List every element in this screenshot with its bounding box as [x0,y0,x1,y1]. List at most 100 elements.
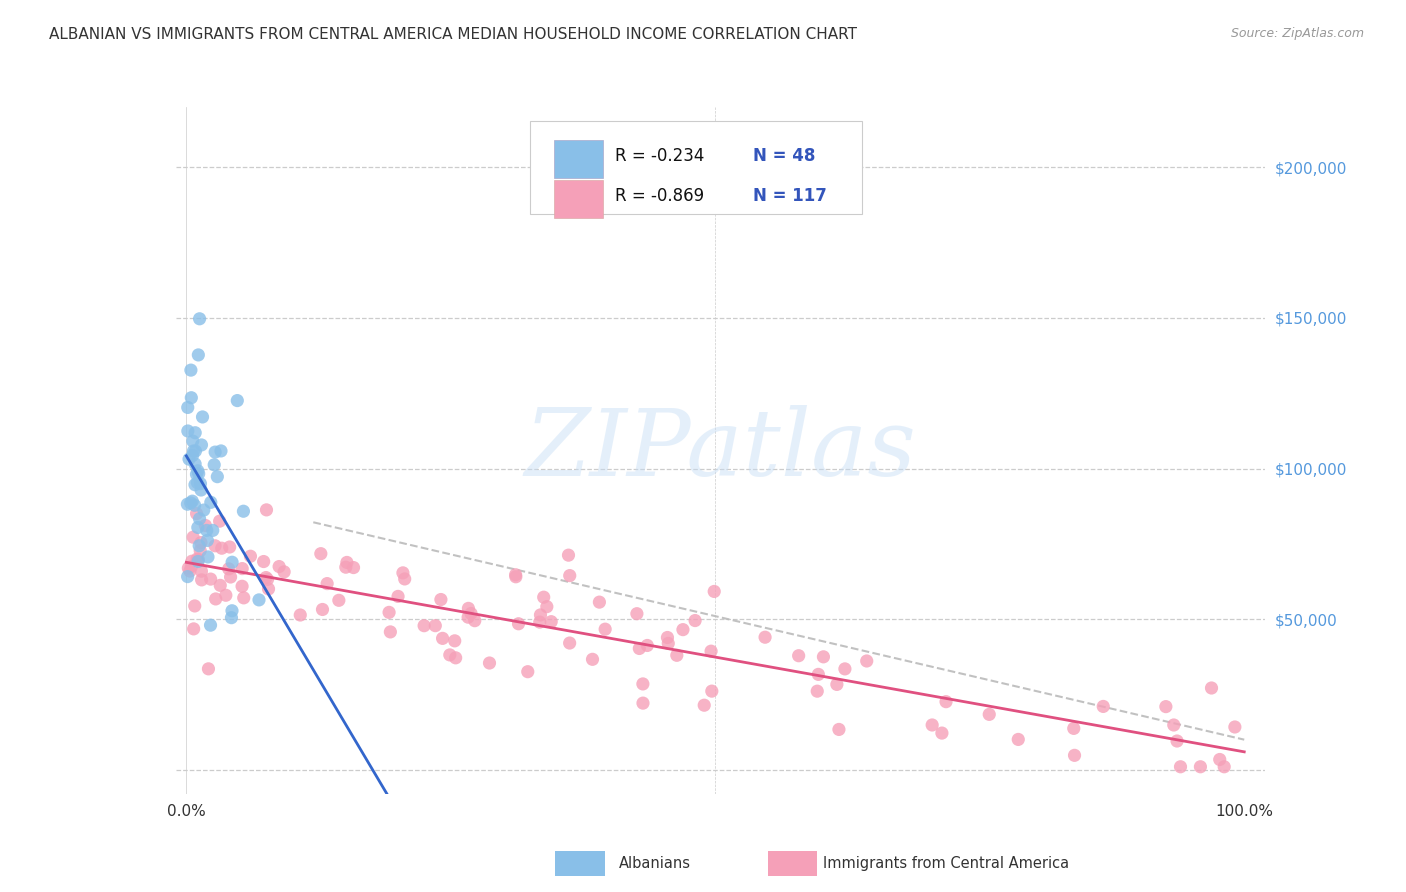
Text: N = 48: N = 48 [754,147,815,165]
Point [444,650,467,665]
Point [380,624,402,639]
Point [558,636,581,650]
Point [204,539,226,553]
Point [215,588,238,602]
Point [218,562,240,576]
Point [188,311,211,326]
Point [180,391,202,405]
Point [588,595,610,609]
Point [1213,760,1236,774]
Point [181,494,204,508]
Point [311,602,333,616]
Point [257,582,280,596]
Point [209,444,232,458]
Point [180,559,202,574]
Point [191,409,214,424]
Point [754,630,776,644]
FancyBboxPatch shape [530,120,862,213]
Point [269,559,291,574]
Point [187,464,209,478]
Point [478,656,501,670]
Point [197,662,219,676]
Point [342,560,364,574]
Point [581,652,603,666]
Bar [554,140,603,178]
Point [290,607,312,622]
Point [626,607,648,621]
Point [254,570,277,584]
Bar [554,180,603,218]
Point [183,622,205,636]
Point [1092,699,1115,714]
Point [186,475,208,490]
Point [540,615,562,629]
Point [201,524,224,538]
Point [309,547,332,561]
Point [665,648,688,663]
Point [256,503,278,517]
Point [200,495,222,509]
Point [186,467,208,482]
Point [430,592,453,607]
Point [828,723,851,737]
Point [187,552,209,566]
Point [211,541,233,556]
Point [558,568,581,582]
Point [787,648,810,663]
Point [195,524,218,538]
Point [593,622,616,636]
Point [221,555,243,569]
Point [328,593,350,607]
Point [636,639,658,653]
Point [508,616,530,631]
Point [457,601,479,615]
Point [193,503,215,517]
Point [204,445,226,459]
Point [1189,760,1212,774]
Point [529,615,551,629]
Point [631,677,654,691]
Point [177,401,200,415]
Point [672,623,695,637]
Point [529,607,551,622]
Point [683,614,706,628]
Point [207,469,229,483]
Point [181,434,204,449]
Point [186,507,208,521]
Point [218,540,240,554]
Point [700,684,723,698]
Point [533,591,555,605]
Point [188,512,211,526]
Point [1154,699,1177,714]
Point [335,560,357,574]
Text: ALBANIAN VS IMMIGRANTS FROM CENTRAL AMERICA MEDIAN HOUSEHOLD INCOME CORRELATION : ALBANIAN VS IMMIGRANTS FROM CENTRAL AMER… [49,27,858,42]
Point [256,573,278,587]
Point [186,552,208,566]
Point [657,636,679,650]
Point [200,618,222,632]
Point [855,654,877,668]
Bar [555,851,605,876]
Point [184,457,207,471]
Point [253,555,276,569]
Text: Immigrants from Central America: Immigrants from Central America [823,856,1069,871]
Point [232,504,254,518]
Text: N = 117: N = 117 [754,186,827,204]
Point [177,561,200,575]
Point [187,520,209,534]
Point [1170,760,1192,774]
Point [184,425,207,440]
Point [703,584,725,599]
Point [194,518,217,533]
Point [979,707,1001,722]
Point [180,496,202,510]
Point [239,549,262,564]
Point [439,648,461,662]
Point [1166,734,1188,748]
Point [557,548,579,562]
Text: R = -0.869: R = -0.869 [614,186,704,204]
Point [921,718,943,732]
Point [184,444,207,458]
Point [231,579,253,593]
Point [273,565,295,579]
